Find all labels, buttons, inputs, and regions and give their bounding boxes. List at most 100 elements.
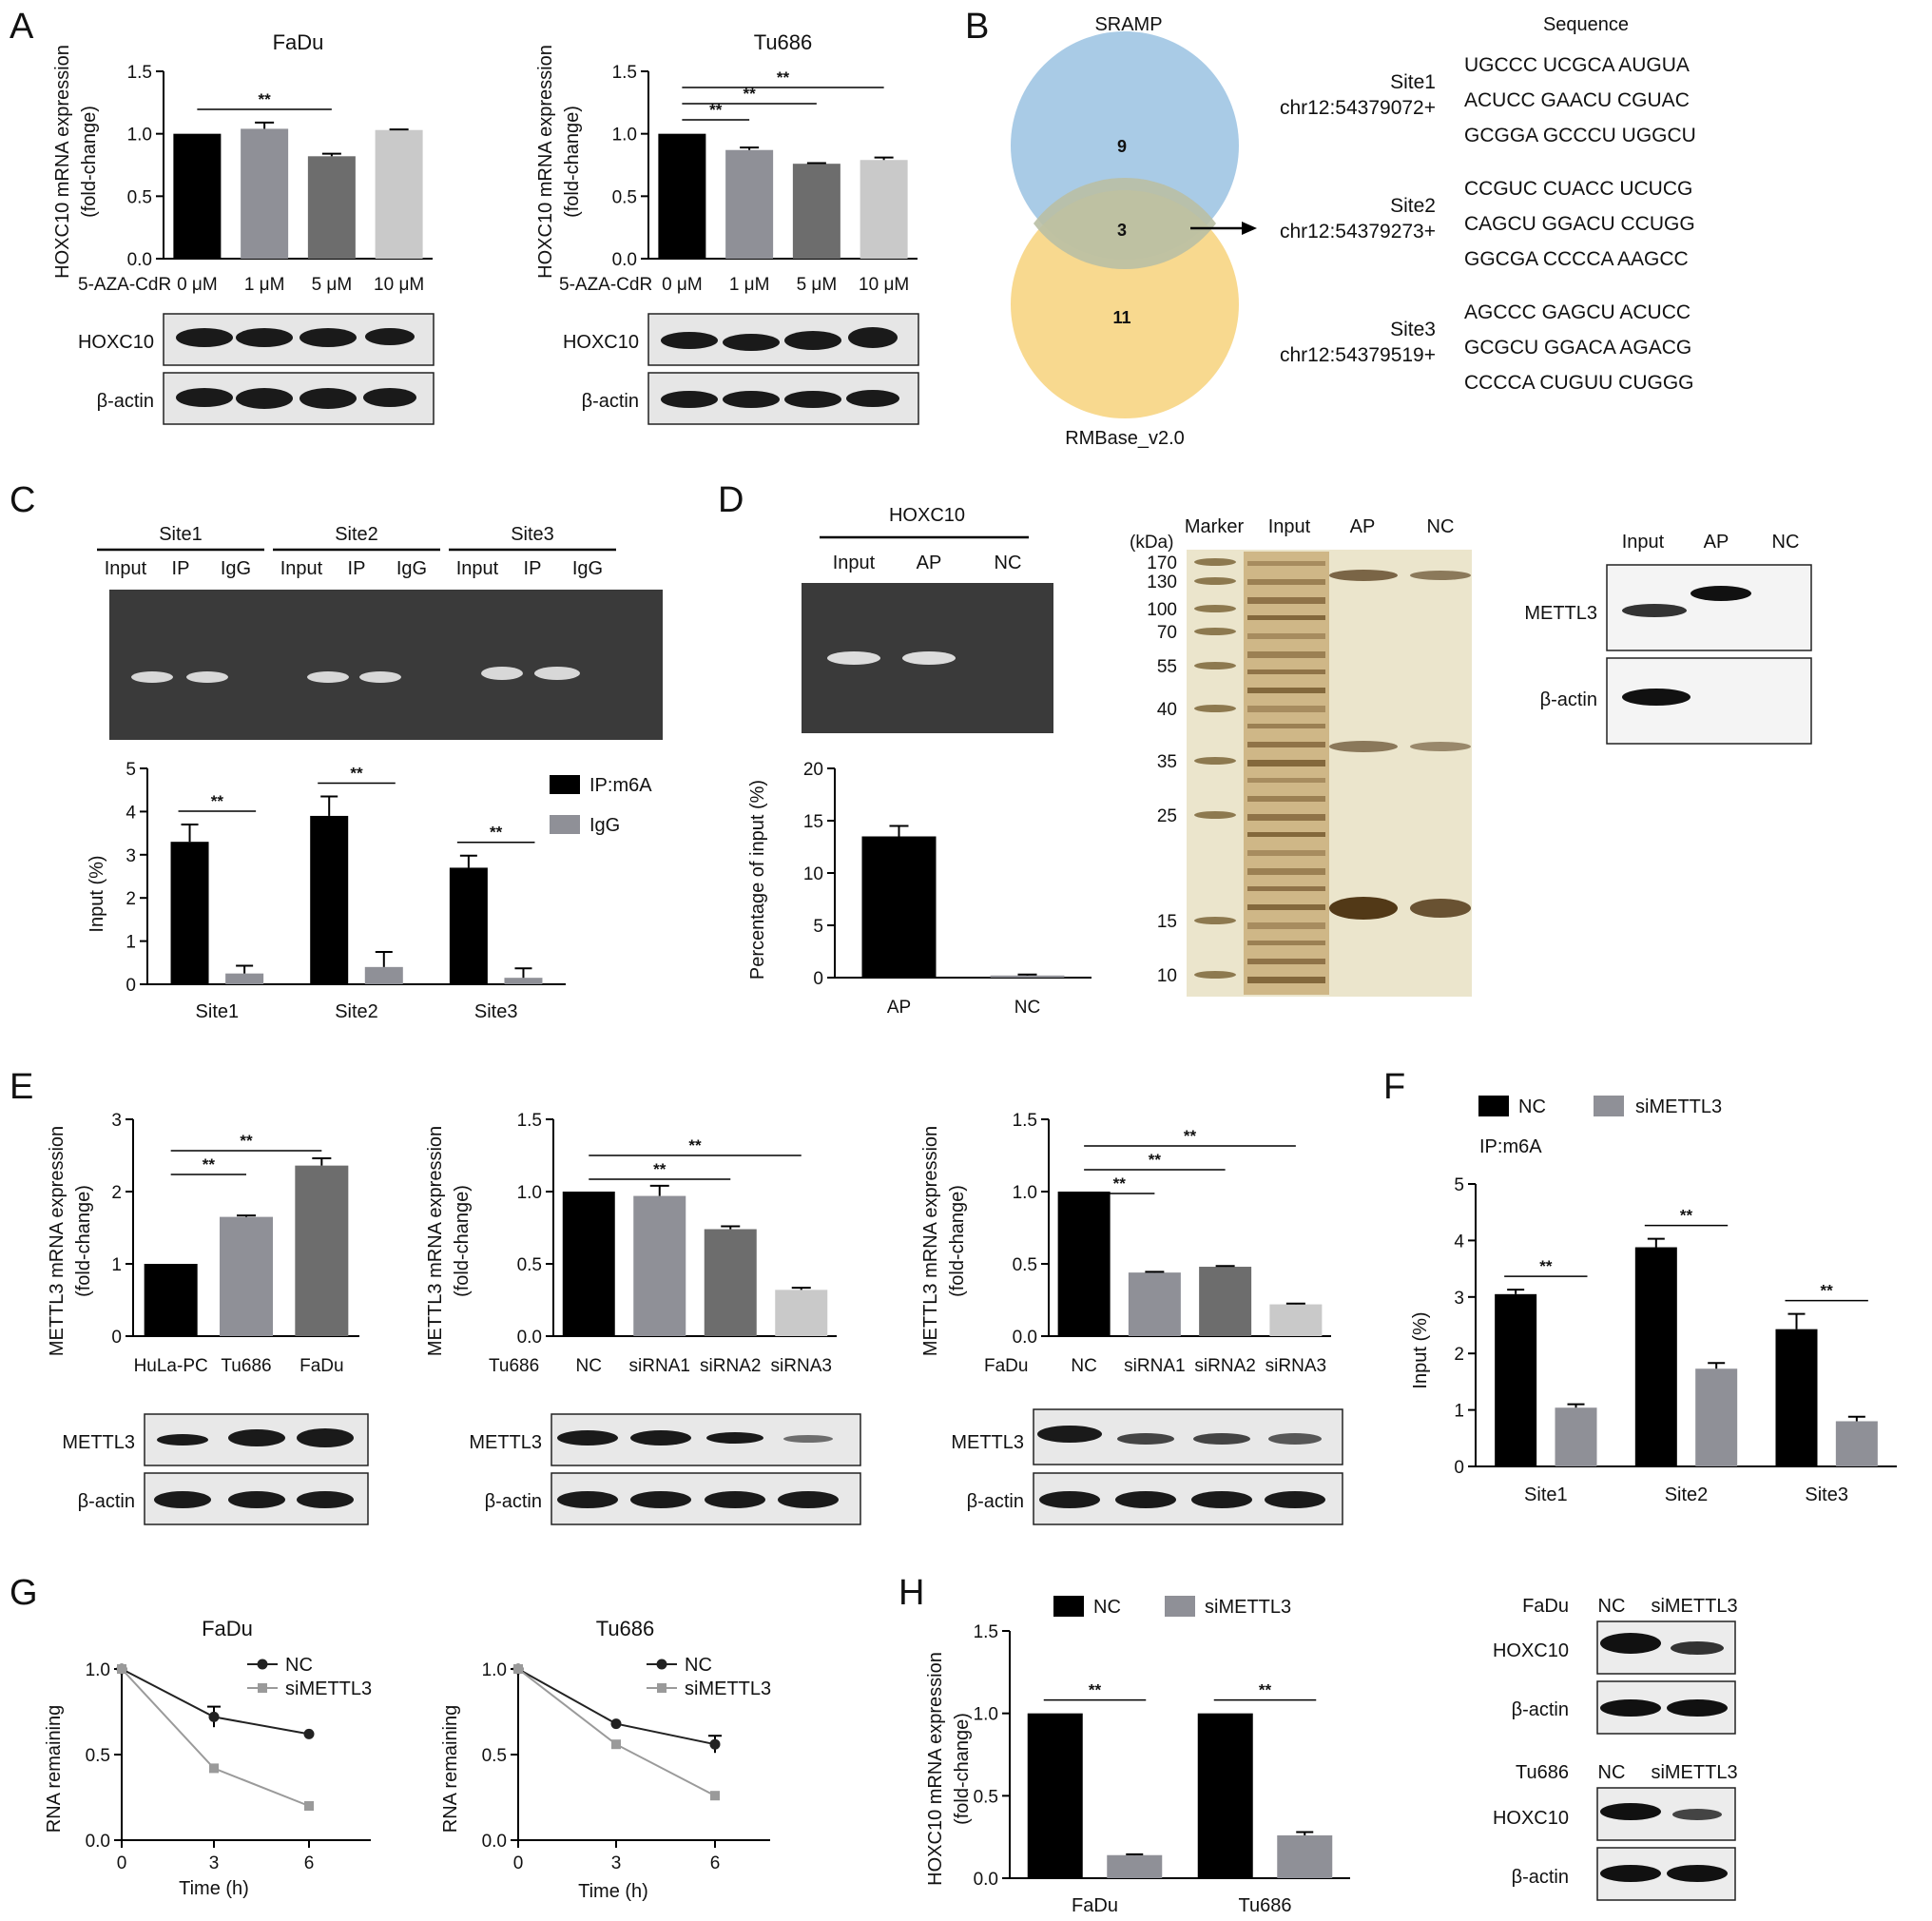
site-sequence-line: AGCCC GAGCU ACUCC [1464,301,1690,323]
c-y-tick-label: 2 [126,889,136,909]
panel-label-d: D [718,480,744,520]
g1-x-tick-label: 3 [209,1853,220,1873]
g1-y-tick-label: 0.0 [86,1832,110,1852]
site-sequences: Site1 chr12:54379072+ UGCCC UCGCA AUGUA ACU… [1280,54,1696,394]
chart-f: 0 1 2 3 4 5 ** Site1 ** Site2 ** Site3 [1454,1175,1897,1505]
c-bar-b [504,978,543,984]
c-category-label: Site1 [196,1001,240,1022]
a2-y-tick-label: 0.5 [612,187,637,207]
a1-blot-label-hoxc10: HOXC10 [78,332,154,353]
e3-sig-label: ** [1113,1174,1127,1193]
f-bar-b [1555,1407,1597,1466]
e1-category-label: Tu686 [221,1356,271,1376]
wb-band-input-actin [1622,689,1690,706]
gel-group-label: Site1 [159,524,203,545]
d-y-tick-label: 0 [813,969,823,989]
kda-tick-label: 70 [1157,623,1177,643]
f-sig-label: ** [1821,1282,1834,1300]
f-ylabel: Input (%) [1410,1311,1431,1388]
panel-label-b: B [965,7,989,47]
g1-legend-label: siMETTL3 [285,1678,372,1699]
h-bar-b [1277,1834,1333,1878]
site-sequence-line: GCGGA GCCCU UGGCU [1464,125,1696,146]
d-ylabel: Percentage of input (%) [747,780,768,980]
marker-band [1194,605,1236,612]
e3-y-tick-label: 1.5 [1013,1111,1037,1131]
d-bar [861,836,937,978]
e3-sig-label: ** [1184,1127,1197,1145]
h-y-tick-label: 1.5 [974,1622,998,1642]
c-gel-headers: Site1 Input IP IgG Site2 Input IP IgG Site3 Input… [97,524,616,579]
panel-b-venn: SRAMP RMBase_v2.0 9 3 11 Sequence Site1 c… [1011,14,1696,449]
silver-input-smear [1244,552,1329,995]
f-legend-swatch-nc [1478,1096,1509,1116]
a2-ylabel-1: HOXC10 mRNA expression [535,45,556,279]
d-gel-band-ap [902,651,956,665]
ap-lane-band [1329,570,1398,581]
g2-x-tick-label: 3 [611,1853,622,1873]
c-category-label: Site3 [474,1001,518,1022]
input-lane-band [1247,561,1325,566]
site-sequence-line: ACUCC GAACU CGUAC [1464,89,1690,111]
panel-e: METTL3 mRNA expression (fold-change) MET… [47,1126,1343,1525]
misc-labels: Input (%) IP:m6A IgG Percentage of input… [44,775,1722,1902]
h-blot1-cell: FaDu [1522,1596,1569,1617]
e2-bar [704,1229,757,1336]
e2-category-label: NC [576,1356,602,1376]
ap-lane-band [1329,897,1398,920]
d-gel-title: HOXC10 [889,505,965,526]
c-y-tick-label: 0 [126,976,136,996]
h-blot1-band-si [1671,1641,1724,1655]
h-ylabel-1: HOXC10 mRNA expression [925,1652,946,1886]
f-y-tick-label: 0 [1454,1458,1464,1478]
e3-bar [1269,1304,1323,1336]
a2-category-label: 5 μM [797,275,838,295]
silver-lane-ap: AP [1350,516,1376,537]
f-sig-label: ** [1539,1257,1553,1275]
site-name: Site1 [1390,71,1436,93]
e2-y-tick-label: 1.0 [517,1183,542,1203]
venn-count-top: 9 [1117,137,1127,156]
h-blot2-lane-si: siMETTL3 [1651,1762,1737,1783]
g2-legend-marker [657,1683,667,1693]
g1-point [208,1711,220,1722]
input-lane-band [1247,760,1325,766]
a2-category-label: 0 μM [662,275,703,295]
c-legend-ip: IP:m6A [589,775,652,796]
e3-y-tick-label: 0.0 [1013,1328,1037,1348]
panel-d-wb: Input AP NC METTL3 β-actin [1524,532,1812,745]
a2-sig-label: ** [744,85,757,103]
e2-blot-label-actin: β-actin [485,1491,542,1512]
a2-y-tick-label: 1.0 [612,126,637,146]
a2-category-label: 10 μM [859,275,909,295]
a1-ylabel-2: (fold-change) [79,106,100,218]
input-lane-band [1247,959,1325,964]
a2-blot-label-actin: β-actin [582,391,639,412]
site-sequence-line: CCGUC CUACC UCUCG [1464,178,1692,200]
e1-bands [154,1428,354,1508]
d-gel-band-input [827,651,880,665]
f-bar-a [1775,1329,1818,1466]
a2-bar [725,149,774,259]
e2-ylabel-1: METTL3 mRNA expression [425,1126,446,1356]
a1-category-label: 10 μM [374,275,424,295]
wb-lane-input: Input [1622,532,1665,553]
e3-bar [1128,1272,1181,1336]
a1-ylabel-1: HOXC10 mRNA expression [52,45,73,279]
a1-category-label: 5 μM [312,275,353,295]
site-sequence-line: UGCCC UCGCA AUGUA [1464,54,1690,76]
h-sig-label: ** [1259,1681,1272,1699]
h-sig-label: ** [1089,1681,1102,1699]
wb-band-ap-mettl3 [1690,586,1751,601]
g1-y-tick-label: 0.5 [86,1746,110,1766]
d-y-tick-label: 5 [813,917,823,937]
marker-band [1194,917,1236,924]
wb-label-mettl3: METTL3 [1524,603,1597,624]
e1-blot-label-mettl3: METTL3 [62,1432,135,1453]
venn-top-label: SRAMP [1094,14,1162,35]
venn-count-bottom: 11 [1112,308,1130,327]
gel-lane-label: IgG [396,558,427,579]
input-lane-band [1247,796,1325,802]
